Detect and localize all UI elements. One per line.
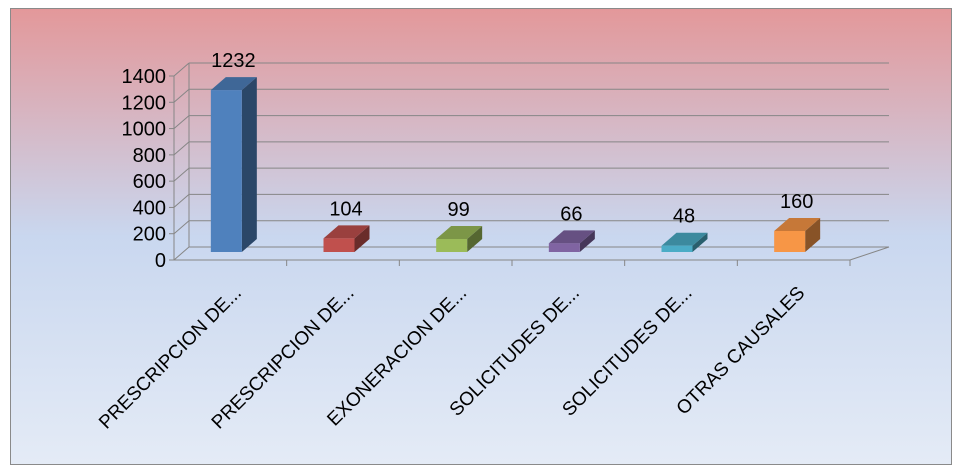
y-tick-label: 800 [133,145,166,167]
gridline-wall [173,246,190,261]
data-label: 160 [780,191,813,213]
gridline-wall [173,115,190,129]
bar-4 [548,230,595,252]
bar-front [661,245,693,252]
bar-side [467,225,483,252]
floor-right-edge [849,246,890,261]
bar-front [436,238,468,252]
y-tick-label: 1400 [122,66,167,88]
bar-3 [436,225,483,252]
data-label: 1232 [211,50,256,72]
data-label: 99 [448,199,470,221]
y-tick-label: 1200 [122,92,167,114]
bar-top [323,225,370,239]
y-tick-label: 0 [155,250,166,272]
gridline-wall [173,88,190,103]
bar-side [354,225,370,252]
data-label: 48 [673,206,695,228]
bar-front [323,238,355,252]
bar-side [805,217,821,252]
gridline-wall [173,141,190,156]
bar-front [210,90,242,252]
bar-top [436,225,483,239]
gridline-wall [173,62,190,77]
bar-top [210,77,257,91]
data-label: 66 [560,203,582,225]
gridline-wall [173,194,190,208]
gridline-wall [173,167,190,182]
bar-front [548,243,580,252]
bar-front [774,230,806,252]
bar-1 [210,77,257,252]
bar-top [774,217,821,231]
y-tick-label: 400 [133,197,166,219]
bar-side [241,77,257,252]
bar-top [661,232,708,246]
bar-side [692,232,708,252]
y-tick-label: 200 [133,224,166,246]
bar-side [579,230,595,252]
data-label: 104 [329,198,362,220]
bar-5 [661,232,708,252]
bar-top [548,230,595,244]
bar-2 [323,225,370,252]
chart-area: 0 200 400 600 800 1000 1200 1400 1232 PRESCRIPCI… [10,8,952,465]
y-tick-label: 1000 [122,119,167,141]
y-tick-label: 600 [133,171,166,193]
bar-6 [774,217,821,252]
gridline-wall [173,220,190,235]
